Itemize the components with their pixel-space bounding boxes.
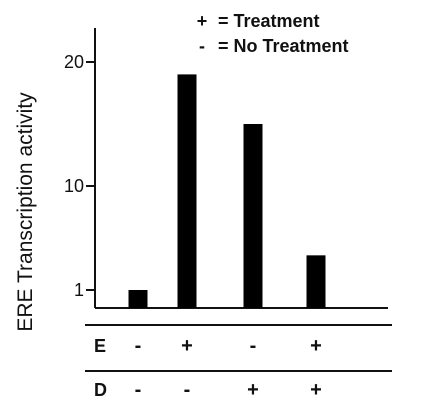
legend-symbol-no-treatment: -	[199, 36, 205, 56]
y-tick-label: 1	[74, 280, 84, 300]
y-ticks: 1 10 20	[64, 52, 95, 300]
condition-sign-e-2: +	[181, 335, 193, 357]
condition-sign-d-3: +	[247, 379, 259, 401]
bar-2	[177, 74, 197, 309]
bars	[128, 74, 326, 309]
legend: + = Treatment - = No Treatment	[197, 11, 349, 56]
condition-sign-d-4: +	[310, 379, 322, 401]
condition-sign-d-1: -	[135, 379, 142, 401]
legend-label-treatment: = Treatment	[218, 11, 320, 31]
bar-4	[306, 255, 326, 308]
bar-1	[128, 290, 148, 308]
condition-label-d: D	[94, 380, 107, 400]
legend-label-no-treatment: = No Treatment	[218, 36, 349, 56]
y-tick-label: 20	[64, 52, 84, 72]
condition-table: E - + - + D - - + +	[94, 335, 322, 401]
condition-sign-d-2: -	[184, 379, 191, 401]
bar-3	[243, 124, 263, 308]
condition-sign-e-4: +	[310, 335, 322, 357]
condition-label-e: E	[94, 336, 106, 356]
legend-symbol-treatment: +	[197, 11, 208, 31]
condition-sign-e-3: -	[250, 335, 257, 357]
condition-sign-e-1: -	[135, 335, 142, 357]
y-axis-label: ERE Transcription activity	[14, 92, 37, 332]
y-tick-label: 10	[64, 176, 84, 196]
